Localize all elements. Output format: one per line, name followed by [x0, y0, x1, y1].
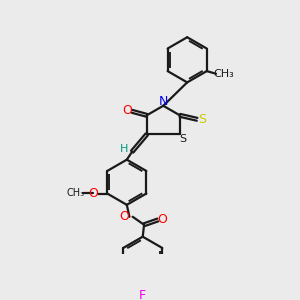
Text: O: O — [122, 104, 132, 117]
Text: O: O — [158, 214, 168, 226]
Text: O: O — [88, 187, 98, 200]
Text: S: S — [198, 113, 206, 126]
Text: O: O — [120, 210, 130, 223]
Text: N: N — [159, 95, 169, 108]
Text: F: F — [139, 289, 146, 300]
Text: CH₃: CH₃ — [214, 69, 234, 79]
Text: CH₃: CH₃ — [67, 188, 85, 198]
Text: S: S — [179, 134, 187, 144]
Text: H: H — [119, 144, 128, 154]
